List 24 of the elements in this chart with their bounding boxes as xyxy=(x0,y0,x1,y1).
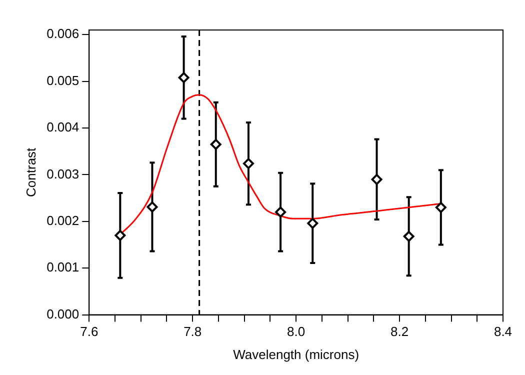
y-tick-label: 0.004 xyxy=(46,120,80,135)
point xyxy=(307,218,318,229)
point xyxy=(435,202,446,213)
y-axis-title: Contrast xyxy=(23,147,38,197)
y-tick-label: 0.006 xyxy=(46,26,80,42)
y-tick-label: 0.000 xyxy=(46,306,80,322)
point xyxy=(210,138,222,150)
point xyxy=(242,158,254,170)
point xyxy=(178,72,190,84)
x-tick-label: 8.2 xyxy=(390,324,409,340)
point xyxy=(371,174,382,185)
x-tick-label: 7.8 xyxy=(184,324,202,340)
x-tick-label: 8.0 xyxy=(287,324,306,340)
y-tick-label: 0.002 xyxy=(46,213,80,228)
point xyxy=(114,230,126,241)
y-tick-label: 0.003 xyxy=(46,166,80,182)
point xyxy=(403,230,414,242)
x-tick-label: 7.6 xyxy=(80,324,98,340)
y-tick-label: 0.001 xyxy=(46,260,80,275)
x-axis-title: Wavelength (microns) xyxy=(233,346,360,362)
point xyxy=(146,201,158,212)
x-tick-label: 8.4 xyxy=(494,324,512,340)
point xyxy=(275,206,286,218)
y-tick-label: 0.005 xyxy=(46,72,80,88)
